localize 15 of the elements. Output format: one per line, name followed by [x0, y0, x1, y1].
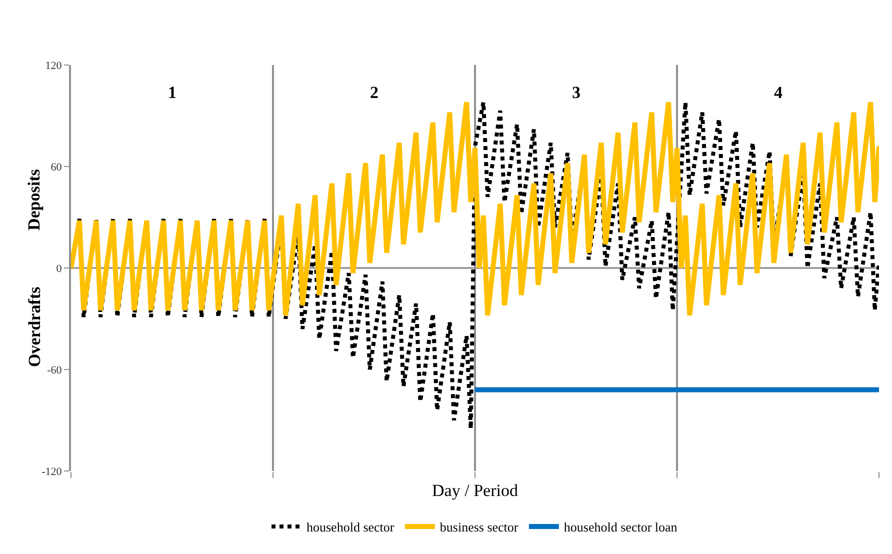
y-tick-label: -60	[47, 364, 62, 376]
annotation: 1	[168, 83, 176, 102]
annotation: 4	[774, 83, 783, 102]
annotation: 3	[572, 83, 580, 102]
legend-label: household sector loan	[564, 520, 678, 535]
y-tick-label: 0	[56, 262, 62, 275]
text: Overdrafts	[25, 286, 44, 368]
x-axis-title: Day / Period	[432, 480, 518, 500]
legend-label: business sector	[440, 520, 519, 535]
y-tick-label: 120	[45, 60, 62, 72]
text: Deposits	[24, 168, 44, 231]
legend-label: household sector	[306, 520, 395, 535]
y-tick-label: -120	[42, 466, 62, 478]
y-tick-label: 60	[50, 161, 62, 174]
annotation: 2	[370, 83, 378, 102]
